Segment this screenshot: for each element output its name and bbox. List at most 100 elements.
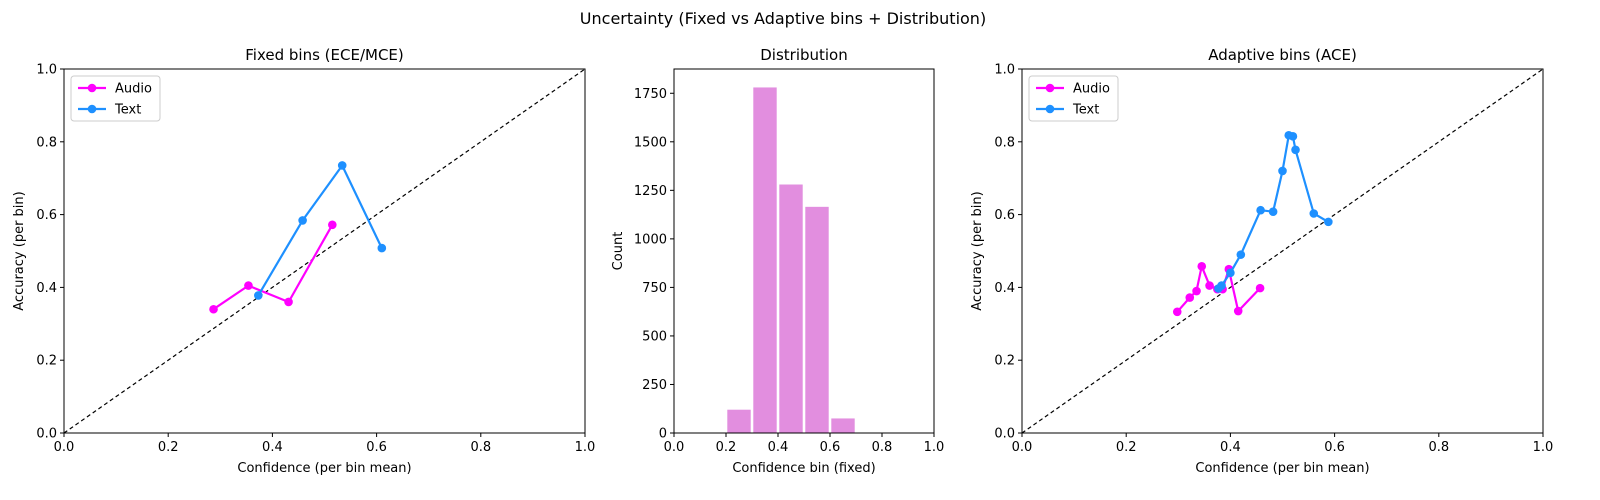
- legend: Audio Text: [1028, 75, 1119, 122]
- perfect-calibration-line: [1022, 69, 1543, 433]
- panel-2: Distribution 0.0 0.2 0.4 0.6 0.8 1.0 0 250 500 750…: [611, 46, 944, 476]
- perfect-calibration-line: [64, 69, 585, 433]
- axes-frame: [63, 68, 586, 434]
- axes-frame: [1021, 68, 1544, 434]
- y-tick-label: 1250: [634, 184, 667, 199]
- x-tick-label: 0.6: [1324, 440, 1345, 455]
- x-tick-label: 0.4: [262, 440, 283, 455]
- panel-1: Fixed bins (ECE/MCE) 0.0 0.2 0.4 0.6 0.8 1.0 0.…: [12, 46, 595, 476]
- x-axis-label: Confidence bin (fixed): [732, 461, 875, 476]
- x-tick-label: 0.0: [1012, 440, 1033, 455]
- legend-label: Text: [1072, 103, 1099, 118]
- y-axis-label: Count: [611, 232, 626, 271]
- y-tick-label: 1750: [634, 87, 667, 102]
- y-tick-label: 0.2: [994, 354, 1015, 369]
- data-point-text: [1309, 209, 1319, 218]
- legend-label: Audio: [115, 82, 152, 97]
- legend-label: Audio: [1073, 82, 1110, 97]
- panel-title: Fixed bins (ECE/MCE): [245, 46, 404, 64]
- x-tick-label: 0.6: [366, 440, 387, 455]
- data-point-text: [1236, 250, 1246, 259]
- legend: Audio Text: [70, 75, 161, 122]
- y-tick-label: 750: [642, 281, 667, 296]
- y-axis-label: Accuracy (per bin): [12, 191, 27, 310]
- data-point-text: [1268, 207, 1278, 216]
- x-tick-label: 0.0: [54, 440, 75, 455]
- histogram-bar: [779, 184, 803, 433]
- plot-area: [727, 87, 855, 433]
- data-point-text: [298, 216, 307, 225]
- panel-title: Adaptive bins (ACE): [1208, 46, 1357, 64]
- y-tick-label: 0.6: [994, 208, 1015, 223]
- legend-marker: [87, 104, 97, 114]
- y-tick-label: 1.0: [994, 63, 1015, 78]
- y-tick-label: 0.0: [994, 427, 1015, 442]
- x-tick-label: 1.0: [575, 440, 596, 455]
- x-tick-label: 0.8: [470, 440, 491, 455]
- legend-marker: [1045, 83, 1055, 93]
- x-tick-label: 0.0: [664, 440, 685, 455]
- y-tick-label: 1000: [634, 232, 667, 247]
- x-tick-label: 1.0: [1533, 440, 1554, 455]
- data-point-text: [1288, 132, 1298, 141]
- y-tick-label: 0.6: [36, 208, 57, 223]
- panel-3: Adaptive bins (ACE) 0.0 0.2 0.4 0.6 0.8 1.0 0.0…: [970, 46, 1553, 476]
- axes-frame: [673, 68, 935, 434]
- y-tick-label: 0: [659, 427, 667, 442]
- data-point-audio: [284, 297, 293, 307]
- y-tick-label: 0.2: [36, 354, 57, 369]
- x-axis-label: Confidence (per bin mean): [1195, 461, 1369, 476]
- y-tick-label: 500: [642, 329, 667, 344]
- x-tick-label: 0.4: [768, 440, 789, 455]
- histogram-bar: [831, 418, 855, 433]
- y-tick-label: 1500: [634, 135, 667, 150]
- data-point-audio: [1192, 286, 1201, 296]
- x-tick-label: 0.2: [1116, 440, 1137, 455]
- data-point-audio: [1172, 307, 1182, 317]
- x-tick-label: 0.2: [158, 440, 179, 455]
- data-point-audio: [244, 281, 253, 290]
- y-tick-label: 0.0: [36, 427, 57, 442]
- data-point-text: [254, 291, 263, 300]
- data-point-audio: [1205, 281, 1214, 290]
- series-line-text: [257, 164, 383, 296]
- panel-title: Distribution: [760, 46, 848, 64]
- y-tick-label: 0.4: [994, 281, 1015, 296]
- x-tick-label: 0.2: [716, 440, 737, 455]
- x-tick-label: 0.6: [820, 440, 841, 455]
- data-point-text: [1217, 281, 1226, 290]
- data-point-text: [337, 161, 347, 170]
- data-point-audio: [1255, 283, 1265, 293]
- plot-area: [1022, 69, 1543, 433]
- series-line-audio: [212, 224, 334, 311]
- data-point-audio: [1197, 261, 1207, 271]
- x-tick-label: 0.8: [1428, 440, 1449, 455]
- y-tick-label: 0.4: [36, 281, 57, 296]
- plot-area: [64, 69, 585, 433]
- data-point-text: [1278, 166, 1287, 176]
- data-point-audio: [209, 304, 218, 314]
- legend-label: Text: [114, 103, 141, 118]
- y-tick-label: 0.8: [994, 135, 1015, 150]
- y-tick-label: 0.8: [36, 135, 57, 150]
- histogram-bar: [727, 409, 751, 433]
- x-tick-label: 0.4: [1220, 440, 1241, 455]
- x-tick-label: 1.0: [924, 440, 945, 455]
- data-point-text: [1324, 217, 1333, 227]
- y-tick-label: 250: [642, 378, 667, 393]
- x-axis-label: Confidence (per bin mean): [237, 461, 411, 476]
- data-point-text: [1291, 145, 1300, 155]
- legend-marker: [1045, 104, 1055, 114]
- y-axis-label: Accuracy (per bin): [970, 191, 985, 310]
- x-tick-label: 0.8: [872, 440, 893, 455]
- figure-title: Uncertainty (Fixed vs Adaptive bins + Di…: [580, 9, 986, 28]
- data-point-audio: [328, 220, 337, 230]
- data-point-text: [377, 243, 387, 253]
- data-point-audio: [1233, 306, 1243, 316]
- data-point-audio: [1185, 293, 1195, 302]
- histogram-bar: [805, 206, 829, 433]
- histogram-bar: [753, 87, 777, 433]
- data-point-text: [1256, 205, 1265, 215]
- y-tick-label: 1.0: [36, 63, 57, 78]
